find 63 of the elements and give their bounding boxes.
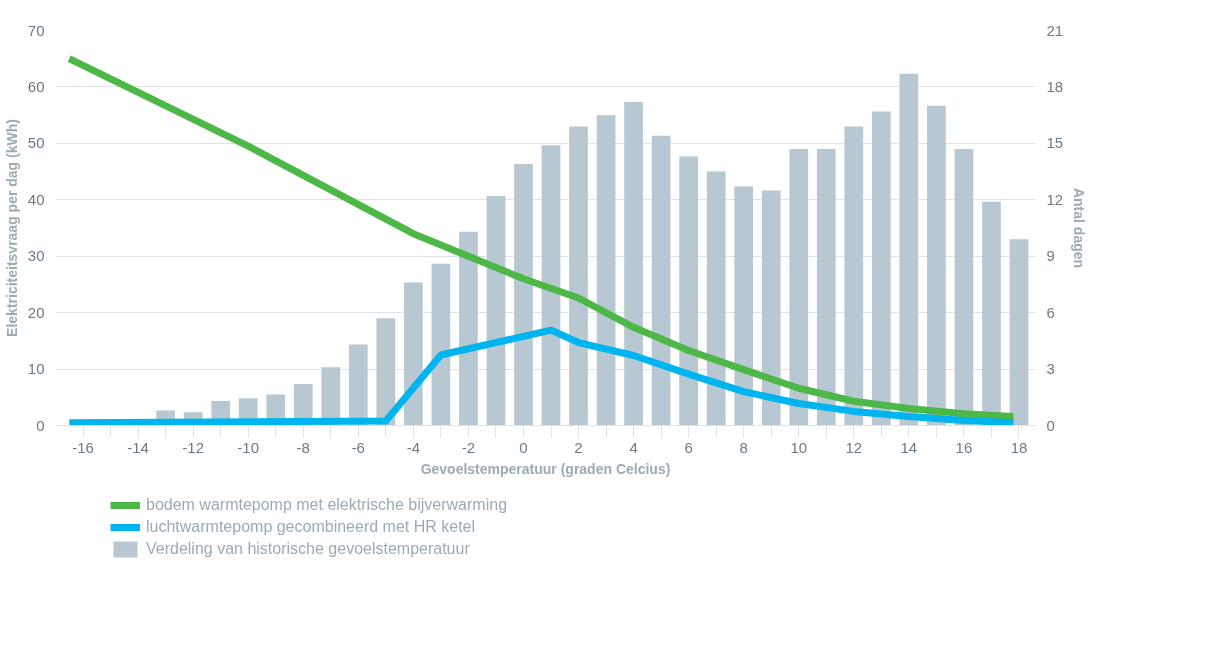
x-tick-label: -6 [351,438,365,456]
bar [734,186,754,426]
legend-label: Verdeling van historische gevoelstemperatuur [146,540,470,558]
x-tick-label: -4 [406,438,421,456]
y-tick-label: 10 [27,360,45,378]
bar [844,126,864,426]
bar [761,190,781,426]
y-tick-label: 0 [36,416,45,434]
bar [486,196,506,426]
bar [459,231,478,426]
x-tick-label: 4 [629,438,638,456]
y2-tick-label: 3 [1046,360,1055,378]
x-tick-label: 10 [790,438,808,456]
y2-tick-label: 6 [1046,303,1055,321]
bar [789,149,809,426]
x-tick-label: -16 [72,438,94,456]
bar [871,111,891,426]
y2-tick-label: 18 [1046,77,1064,95]
y2-tick-label: 9 [1046,247,1055,265]
x-tick-label: 0 [519,438,528,456]
y-tick-label: 50 [27,134,45,152]
y2-tick-label: 12 [1046,190,1064,208]
x-tick-label: 18 [1010,438,1028,456]
bar [624,101,643,426]
y-tick-label: 30 [27,247,45,265]
y2-tick-label: 0 [1046,416,1055,434]
bar [514,164,533,426]
x-tick-label: 14 [900,438,918,456]
x-axis-title: Gevoelstemperatuur (graden Celcius) [420,460,671,477]
bar [431,263,451,426]
x-tick-label: 8 [739,438,748,456]
bar [816,149,836,426]
bar [706,171,726,426]
y-axis-title: Elektriciteitsvraag per dag (kWh) [3,119,20,337]
bar [954,149,974,426]
bar [899,73,919,426]
x-tick-label: -10 [237,438,260,456]
y-tick-label: 60 [27,77,45,95]
bar [596,115,616,426]
bar [651,135,671,426]
bar [927,105,946,426]
bar [541,145,561,426]
y-tick-label: 70 [27,21,45,39]
x-tick-label: -14 [127,438,149,456]
bar [404,282,423,426]
x-tick-label: 16 [955,438,973,456]
bar [569,126,588,426]
x-tick-label: 6 [684,438,693,456]
y2-tick-label: 21 [1046,21,1064,39]
x-tick-label: -2 [461,438,476,456]
y-tick-label: 40 [27,190,45,208]
x-tick-label: -12 [182,438,204,456]
legend-label: bodem warmtepomp met elektrische bijverwarming [146,496,508,514]
x-tick-label: -8 [296,438,310,456]
y-tick-label: 20 [27,303,45,321]
bar [376,318,396,426]
y2-tick-label: 15 [1046,134,1064,152]
y2-axis-title: Antal dagen [1071,187,1088,269]
bar [679,156,699,426]
x-tick-label: 12 [845,438,863,456]
bar [1009,239,1029,426]
legend-label: luchtwarmtepomp gecombineerd met HR ketel [146,518,476,536]
x-tick-label: 2 [574,438,583,456]
